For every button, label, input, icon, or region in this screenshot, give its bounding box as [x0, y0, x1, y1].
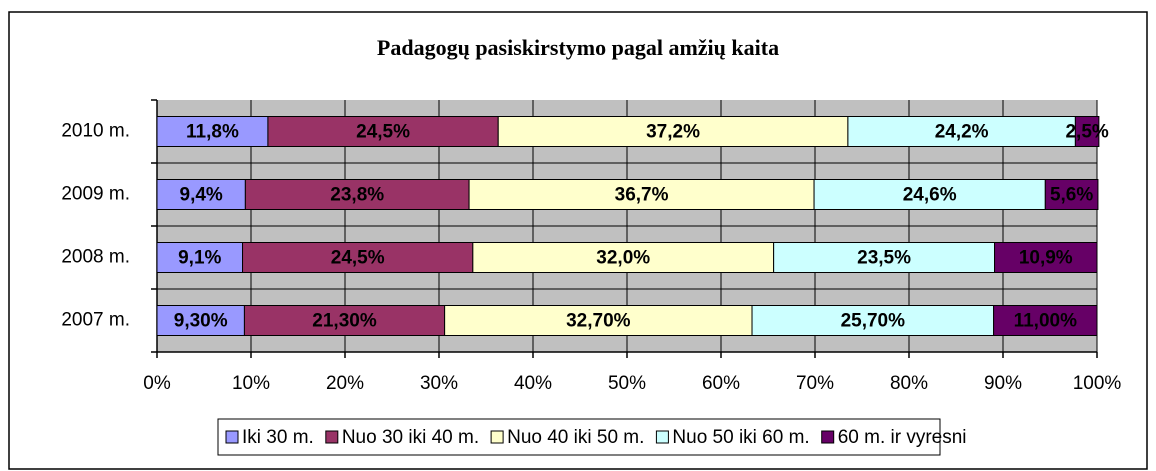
bar-segment	[243, 305, 446, 336]
x-tick-label: 30%	[420, 373, 458, 394]
bar-segment	[472, 242, 775, 273]
data-label: 9,4%	[180, 185, 223, 206]
data-label: 2,5%	[1065, 122, 1108, 143]
y-tick-label: 2009 m.	[61, 184, 130, 205]
x-tick-label: 10%	[232, 373, 270, 394]
data-label: 23,8%	[330, 185, 384, 206]
data-label: 24,5%	[356, 122, 410, 143]
bar-segment	[444, 305, 753, 336]
y-tick-label: 2010 m.	[61, 121, 130, 142]
legend-label: Nuo 40 iki 50 m.	[507, 427, 644, 448]
legend-swatch	[821, 430, 835, 444]
bar-segment	[242, 242, 474, 273]
y-tick-label: 2008 m.	[61, 247, 130, 268]
data-label: 25,70%	[841, 311, 906, 332]
data-label: 11,00%	[1014, 311, 1077, 332]
legend-swatch	[325, 430, 339, 444]
data-label: 24,6%	[903, 185, 957, 206]
bar-segment	[156, 179, 246, 210]
x-tick-label: 70%	[796, 373, 834, 394]
data-label: 37,2%	[646, 122, 700, 143]
bar-segment	[497, 116, 849, 147]
bar-segment	[267, 116, 499, 147]
data-label: 5,6%	[1050, 185, 1093, 206]
x-tick-label: 0%	[143, 373, 171, 394]
x-tick-label: 90%	[984, 373, 1022, 394]
data-label: 9,1%	[178, 248, 221, 269]
legend-label: Nuo 50 iki 60 m.	[672, 427, 809, 448]
legend-label: 60 m. ir vyresni	[838, 427, 967, 448]
data-label: 36,7%	[615, 185, 669, 206]
data-label: 32,70%	[566, 311, 631, 332]
x-tick-label: 20%	[326, 373, 364, 394]
data-label: 9,30%	[174, 311, 228, 332]
legend-label: Nuo 30 iki 40 m.	[342, 427, 479, 448]
legend-frame	[217, 418, 941, 456]
data-label: 24,5%	[331, 248, 385, 269]
y-tick-label: 2007 m.	[61, 310, 130, 331]
bar-segment	[156, 305, 245, 336]
x-tick-label: 50%	[608, 373, 646, 394]
bar-segment	[847, 116, 1076, 147]
bar-segment	[1074, 116, 1100, 147]
x-tick-label: 40%	[514, 373, 552, 394]
legend-swatch	[490, 430, 504, 444]
data-label: 10,9%	[1019, 248, 1073, 269]
legend-swatch	[225, 430, 239, 444]
x-tick-label: 60%	[702, 373, 740, 394]
x-tick-label: 80%	[890, 373, 928, 394]
legend-label: Iki 30 m.	[242, 427, 314, 448]
bar-segment	[994, 242, 1098, 273]
data-label: 21,30%	[312, 311, 377, 332]
bar-segment	[773, 242, 996, 273]
bar-segment	[156, 116, 269, 147]
bar-segment	[468, 179, 815, 210]
bar-segment	[813, 179, 1046, 210]
legend-swatch	[655, 430, 669, 444]
bar-segment	[993, 305, 1098, 336]
data-label: 11,8%	[186, 122, 239, 143]
chart-title: Padagogų pasiskirstymo pagal amžių kaita	[377, 35, 779, 60]
bar-segment	[1044, 179, 1099, 210]
data-label: 32,0%	[596, 248, 650, 269]
data-label: 24,2%	[935, 122, 989, 143]
x-tick-label: 100%	[1073, 373, 1122, 394]
data-label: 23,5%	[857, 248, 911, 269]
